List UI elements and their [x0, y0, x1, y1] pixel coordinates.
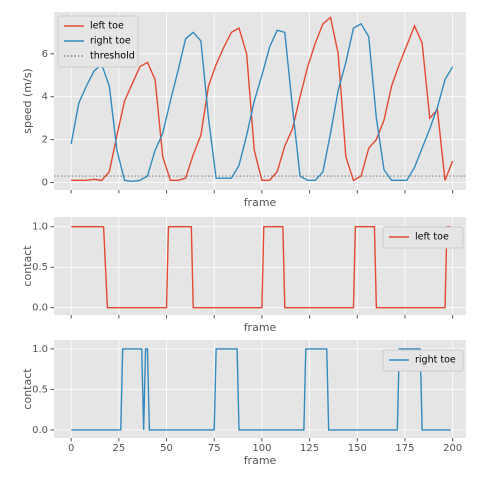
legend-box: [57, 15, 139, 68]
x-axis-label: frame: [244, 321, 277, 334]
y-tick-label: 2: [42, 135, 48, 146]
y-tick-label: 6: [42, 49, 48, 60]
y-tick-label: 0.0: [32, 303, 48, 314]
x-tick-label: 100: [252, 443, 271, 454]
x-tick-label: 125: [300, 443, 319, 454]
legend-label: left toe: [90, 21, 124, 32]
subplot: 0 25 50 75 100 125 150 175 200 0.0 0.5 1.0 frame cont…: [21, 340, 466, 467]
y-tick-label: 0.5: [32, 384, 48, 395]
y-tick-label: 0: [42, 177, 48, 188]
series-line: [71, 16, 454, 182]
x-tick-label: 150: [348, 443, 367, 454]
subplot: 0 2 4 6 frame speed (m/s) left toe right toe thr…: [21, 12, 466, 209]
y-tick-label: 1.0: [32, 222, 48, 233]
legend-box: [382, 349, 464, 372]
legend-box: [382, 226, 464, 249]
series-line: [71, 348, 451, 431]
legend-label: right toe: [90, 36, 131, 47]
legend-label: right toe: [415, 355, 456, 366]
y-tick-label: 0.5: [32, 262, 48, 273]
y-tick-label: 0.0: [32, 425, 48, 436]
legend-label: left toe: [415, 232, 449, 243]
y-axis-label: contact: [21, 368, 34, 410]
x-tick-label: 200: [443, 443, 462, 454]
x-tick-label: 75: [208, 443, 221, 454]
series-line: [71, 226, 451, 309]
x-tick-label: 0: [68, 443, 74, 454]
x-tick-label: 25: [112, 443, 125, 454]
x-axis-label: frame: [244, 454, 277, 467]
legend-label: threshold: [90, 51, 135, 62]
y-tick-label: 4: [42, 92, 48, 103]
x-axis-label: frame: [244, 196, 277, 209]
y-axis-label: contact: [21, 245, 34, 287]
x-tick-label: 175: [395, 443, 414, 454]
series-line: [70, 22, 454, 183]
x-tick-label: 50: [160, 443, 173, 454]
y-axis-label: speed (m/s): [21, 68, 34, 133]
subplot: 0.0 0.5 1.0 frame contact left toe: [21, 217, 466, 334]
y-tick-label: 1.0: [32, 344, 48, 355]
